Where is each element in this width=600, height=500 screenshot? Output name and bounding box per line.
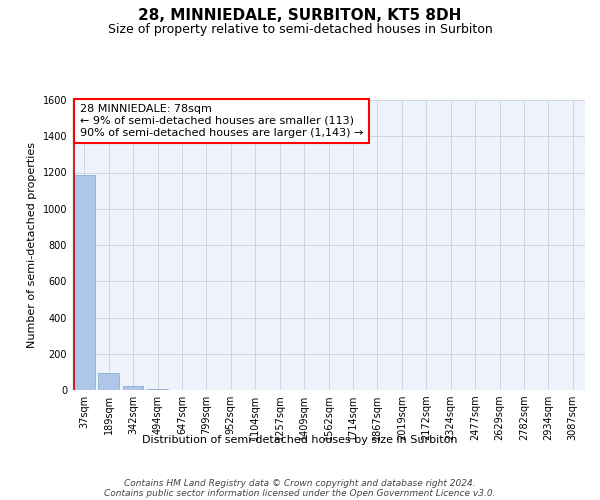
Y-axis label: Number of semi-detached properties: Number of semi-detached properties (27, 142, 37, 348)
Text: 28, MINNIEDALE, SURBITON, KT5 8DH: 28, MINNIEDALE, SURBITON, KT5 8DH (139, 8, 461, 22)
Bar (98, 373, 119, 390)
Text: Distribution of semi-detached houses by size in Surbiton: Distribution of semi-detached houses by … (142, 435, 458, 445)
Text: Contains HM Land Registry data © Crown copyright and database right 2024.: Contains HM Land Registry data © Crown c… (124, 478, 476, 488)
Text: Size of property relative to semi-detached houses in Surbiton: Size of property relative to semi-detach… (107, 22, 493, 36)
Text: Contains public sector information licensed under the Open Government Licence v3: Contains public sector information licen… (104, 488, 496, 498)
Bar (122, 386, 143, 390)
Text: 28 MINNIEDALE: 78sqm
← 9% of semi-detached houses are smaller (113)
90% of semi-: 28 MINNIEDALE: 78sqm ← 9% of semi-detach… (80, 104, 363, 138)
Bar (74, 175, 95, 390)
